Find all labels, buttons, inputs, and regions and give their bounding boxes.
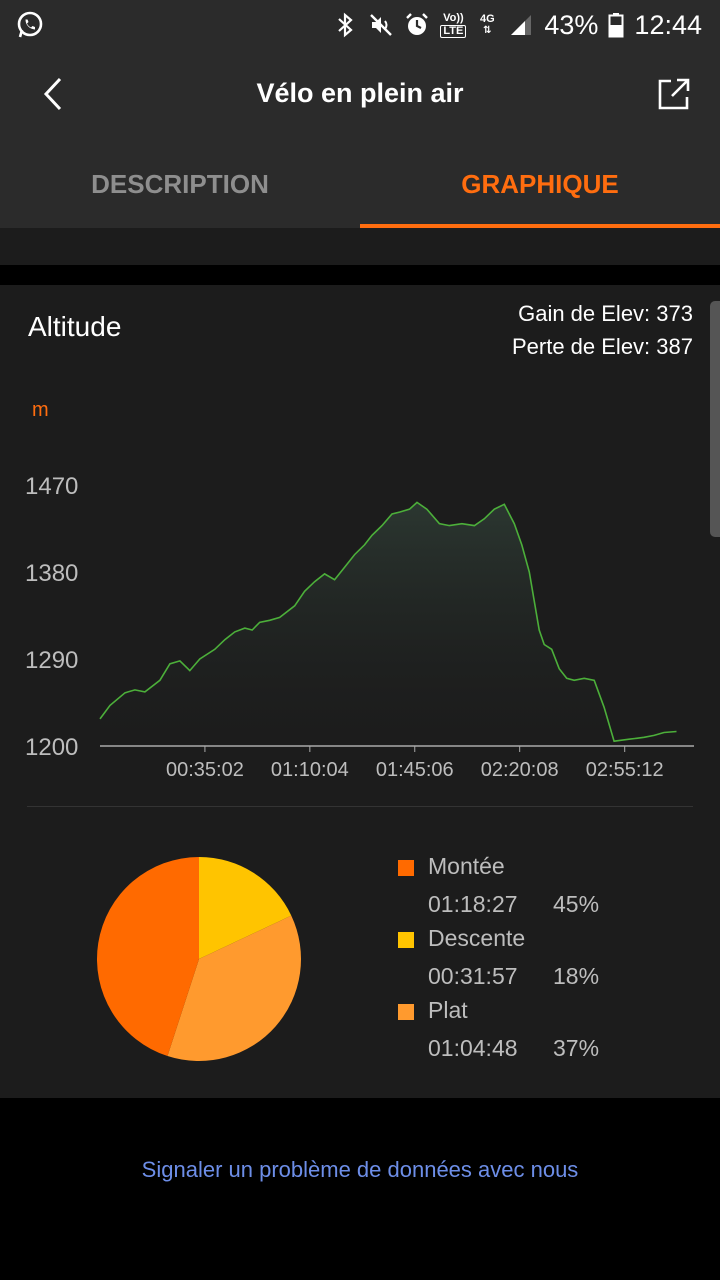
legend-percent: 37%: [553, 1035, 600, 1061]
legend-swatch: [398, 1004, 414, 1020]
y-tick-label: 1290: [25, 647, 78, 674]
y-tick-label: 1200: [25, 734, 78, 761]
back-arrow-icon[interactable]: [36, 74, 70, 114]
volte-label: Vo)): [443, 11, 464, 24]
y-tick-label: 1470: [25, 473, 78, 500]
whatsapp-icon: [17, 11, 43, 38]
alarm-icon: [406, 13, 429, 35]
share-icon[interactable]: [656, 76, 692, 112]
divider: [27, 806, 693, 807]
clock: 12:44: [634, 9, 702, 40]
y-tick-label: 1380: [25, 560, 78, 587]
status-bar: Vo)) LTE 4G ⇅ 43% 12:44: [0, 0, 720, 50]
x-tick-label: 02:55:12: [586, 759, 664, 781]
lte-label: LTE: [440, 24, 467, 38]
x-tick-label: 00:35:02: [166, 759, 244, 781]
volte-icon: Vo)) LTE: [440, 11, 467, 38]
chart-card: Altitude Gain de Elev: 373 Perte de Elev…: [0, 285, 720, 1098]
altitude-chart: 1470 1380 1290 1200 00:35:02 01:10:04 01:45:0…: [25, 473, 694, 781]
page-title: Vélo en plein air: [256, 78, 464, 108]
elevation-loss: Perte de Elev: 387: [511, 334, 693, 359]
bluetooth-icon: [338, 12, 354, 38]
x-tick-label: 01:45:06: [376, 759, 454, 781]
tab-description[interactable]: DESCRIPTION: [91, 169, 269, 199]
tab-bar: DESCRIPTION GRAPHIQUE: [0, 140, 720, 228]
battery-icon: [608, 13, 624, 38]
legend-label: Montée: [428, 853, 505, 879]
x-tick-label: 02:20:08: [481, 759, 559, 781]
legend-percent: 45%: [553, 891, 600, 917]
elevation-stats: Gain de Elev: 373 Perte de Elev: 387: [512, 297, 693, 363]
legend-percent: 18%: [553, 963, 600, 989]
4g-icon: 4G ⇅: [476, 13, 498, 37]
time-breakdown-pie: [96, 857, 301, 1062]
status-icons: Vo)) LTE 4G ⇅ 43% 12:44: [332, 8, 702, 42]
tab-graphique[interactable]: GRAPHIQUE: [461, 169, 619, 199]
scrollbar[interactable]: [710, 301, 720, 537]
legend-label: Descente: [428, 925, 526, 951]
4g-label: 4G: [480, 13, 495, 25]
active-tab-indicator: [360, 224, 720, 228]
battery-percent: 43%: [544, 9, 599, 40]
app-bar: Vélo en plein air: [0, 50, 720, 140]
x-tick-label: 01:10:04: [271, 759, 349, 781]
signal-icon: [511, 15, 532, 35]
y-axis-unit: m: [32, 399, 49, 421]
legend-time: 01:04:48: [428, 1035, 518, 1061]
mute-icon: [370, 14, 393, 36]
pie-slice-descente: [199, 857, 292, 959]
altitude-title: Altitude: [28, 311, 122, 342]
altitude-line: [99, 501, 677, 743]
legend-time: 01:18:27: [428, 891, 518, 917]
legend-swatch: [398, 860, 414, 876]
elevation-gain: Gain de Elev: 373: [518, 301, 693, 326]
legend-time: 00:31:57: [428, 963, 518, 989]
report-data-problem-link[interactable]: Signaler un problème de données avec nou…: [141, 1157, 579, 1182]
pie-slice-plat: [167, 915, 301, 1062]
section-spacer: [0, 228, 720, 265]
legend-label: Plat: [428, 997, 468, 1023]
pie-slice-montee: [96, 857, 199, 1057]
altitude-area: [100, 502, 677, 746]
legend-swatch: [398, 932, 414, 948]
